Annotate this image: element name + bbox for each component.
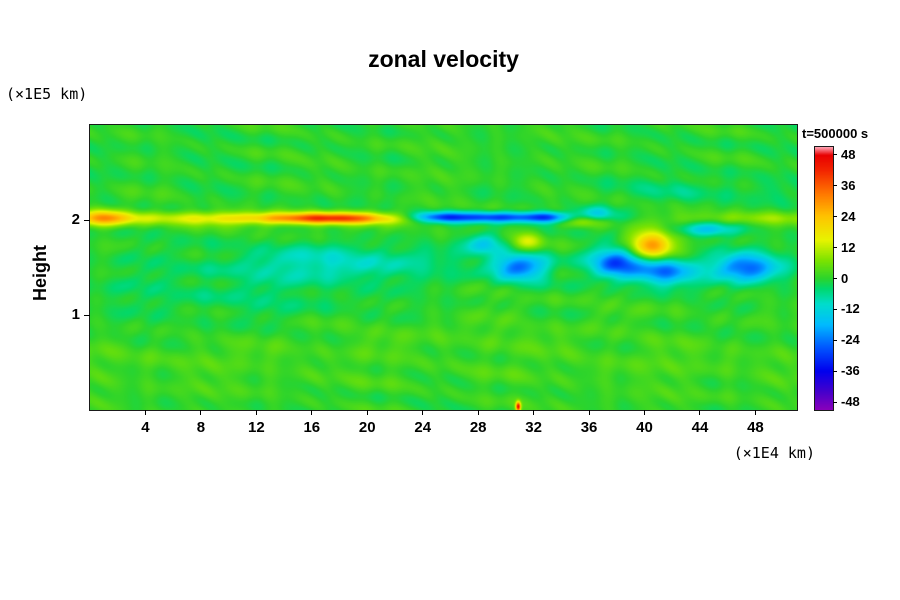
x-tick-mark (366, 410, 368, 415)
x-tick-label: 32 (525, 419, 542, 436)
y-tick-label: 2 (71, 211, 80, 228)
x-tick-mark (644, 410, 645, 415)
y-axis-label: Height (29, 245, 50, 301)
colorbar-tick-label: 36 (841, 177, 856, 193)
colorbar-tick-label: 0 (841, 270, 849, 286)
colorbar-tick-label: 12 (841, 239, 856, 255)
heatmap-canvas (90, 125, 797, 410)
x-tick-label: 4 (141, 419, 150, 436)
colorbar-tick-label: 48 (841, 146, 856, 162)
colorbar-tick-mark (833, 339, 837, 341)
colorbar-tick-mark (833, 401, 837, 403)
colorbar-tick-mark (833, 247, 837, 249)
colorbar-tick-label: -24 (841, 332, 860, 348)
x-tick-mark (588, 410, 590, 415)
chart-title: zonal velocity (368, 46, 519, 72)
x-tick-mark (255, 410, 257, 415)
y-tick-label: 1 (71, 306, 80, 323)
x-axis-unit-label: (×1E4 km) (733, 444, 815, 462)
x-tick-label: 24 (414, 419, 432, 436)
x-tick-label: 8 (196, 419, 206, 436)
x-tick-label: 20 (358, 419, 376, 436)
x-tick-mark (144, 410, 146, 415)
y-tick-mark (84, 219, 90, 221)
x-tick-mark (311, 410, 313, 415)
colorbar-tick-mark (833, 308, 837, 310)
x-tick-mark (422, 410, 424, 415)
colorbar-label: t=500000 s (802, 126, 869, 141)
y-tick-mark (84, 314, 90, 316)
x-tick-label: 36 (580, 419, 598, 436)
x-tick-mark (200, 410, 202, 415)
y-axis-unit-label: (×1E5 km) (6, 85, 88, 103)
x-tick-label: 40 (636, 419, 653, 436)
colorbar-tick-label: -12 (841, 301, 860, 317)
colorbar-tick-label: 24 (841, 208, 856, 224)
colorbar-tick-mark (833, 278, 837, 279)
colorbar-canvas (815, 147, 833, 410)
x-tick-label: 48 (747, 419, 764, 436)
colorbar-tick-mark (833, 370, 837, 372)
x-tick-mark (477, 410, 479, 415)
colorbar-tick-label: -36 (841, 363, 860, 379)
x-tick-mark (699, 410, 701, 415)
colorbar-tick-label: -48 (841, 394, 860, 410)
colorbar-tick-mark (833, 154, 837, 156)
x-tick-label: 16 (303, 419, 321, 436)
x-tick-label: 44 (691, 419, 709, 436)
x-tick-label: 12 (248, 419, 265, 436)
x-tick-mark (533, 410, 535, 415)
colorbar-tick-mark (833, 216, 837, 218)
x-tick-label: 28 (469, 419, 487, 436)
x-tick-mark (754, 410, 756, 415)
colorbar-tick-mark (833, 185, 837, 187)
